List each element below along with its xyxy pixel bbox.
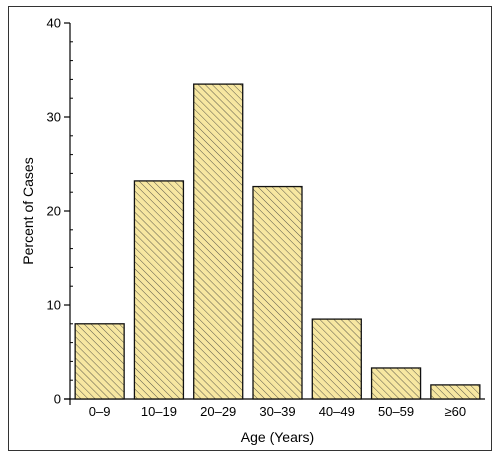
y-tick-label: 10 [47, 298, 61, 313]
x-tick-label: 30–39 [259, 404, 295, 419]
x-tick-label: 40–49 [319, 404, 355, 419]
y-axis-title: Percent of Cases [20, 157, 36, 264]
bar [430, 384, 481, 400]
bar [252, 185, 303, 400]
x-tick-label: ≥60 [445, 404, 467, 419]
y-tick-label: 20 [47, 204, 61, 219]
x-tick-label: 10–19 [141, 404, 177, 419]
bar [193, 83, 244, 400]
plot-area: 0 10 20 30 40 0–9 10–19 20–29 30–39 40–49 50–59 ≥60 [47, 16, 485, 419]
bar [133, 180, 185, 400]
y-tick-label: 40 [47, 16, 61, 31]
y-tick-label: 0 [54, 392, 61, 407]
bar [74, 323, 125, 400]
x-tick-label: 20–29 [200, 404, 236, 419]
x-tick-label: 50–59 [378, 404, 414, 419]
bar [370, 367, 422, 400]
bar [311, 318, 362, 400]
x-tick-label: 0–9 [89, 404, 111, 419]
x-axis-title: Age (Years) [241, 429, 314, 445]
y-tick-label: 30 [47, 110, 61, 125]
